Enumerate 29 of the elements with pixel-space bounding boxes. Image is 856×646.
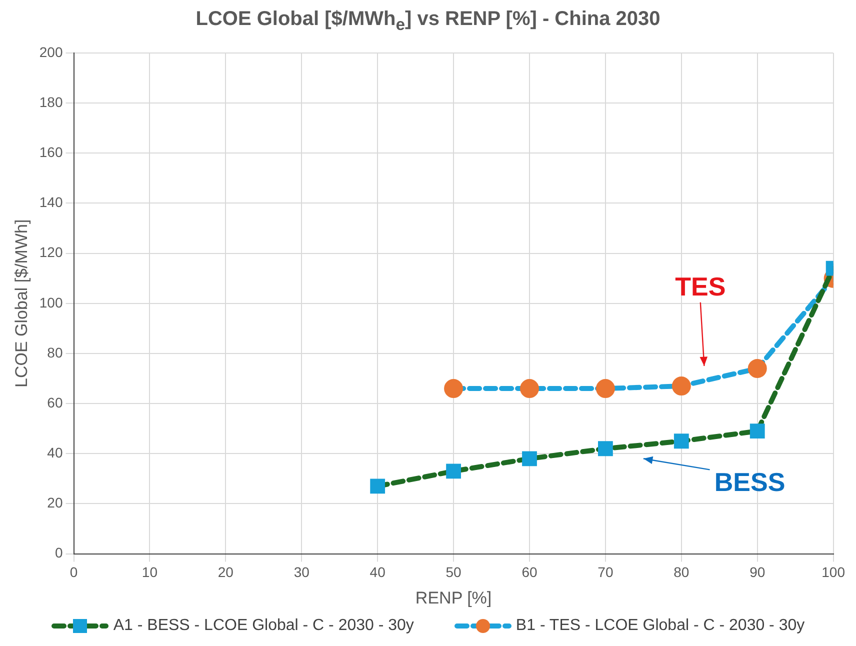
x-tick-label: 100 xyxy=(822,564,846,580)
x-tick-label: 20 xyxy=(218,564,234,580)
chart-title: LCOE Global [$/MWh$_{e}$] vs RENP [%] - China 2030 xyxy=(194,8,662,35)
x-tick-label: 10 xyxy=(142,564,158,580)
legend-label: B1 - TES - LCOE Global - C - 2030 - 30y xyxy=(516,617,805,635)
x-tick-label: 90 xyxy=(750,564,766,580)
x-tick-label: 60 xyxy=(522,564,538,580)
y-axis-title: LCOE Global [$/MWh] xyxy=(12,219,31,388)
y-tick-label: 60 xyxy=(47,394,63,410)
y-tick-label: 0 xyxy=(54,544,63,561)
legend-label: A1 - BESS - LCOE Global - C - 2030 - 30y xyxy=(113,617,414,635)
annotation: TES xyxy=(675,272,726,302)
x-tick-label: 80 xyxy=(674,564,690,580)
x-tick-label: 70 xyxy=(598,564,614,580)
y-tick-label: 180 xyxy=(39,94,63,110)
y-tick-label: 20 xyxy=(47,494,63,511)
x-tick-label: 50 xyxy=(446,564,462,580)
y-tick-label: 80 xyxy=(47,344,63,360)
y-tick-label: 160 xyxy=(39,144,63,160)
y-tick-label: 40 xyxy=(47,444,63,460)
x-tick-label: 30 xyxy=(294,564,310,580)
x-tick-label: 0 xyxy=(70,564,78,580)
y-tick-label: 200 xyxy=(39,44,63,60)
y-tick-label: 100 xyxy=(39,294,63,310)
x-axis-title: RENP [%] xyxy=(415,588,492,608)
annotation: BESS xyxy=(714,466,786,497)
x-tick-label: 40 xyxy=(370,564,386,580)
y-tick-label: 120 xyxy=(39,244,63,260)
y-tick-label: 140 xyxy=(39,194,63,210)
